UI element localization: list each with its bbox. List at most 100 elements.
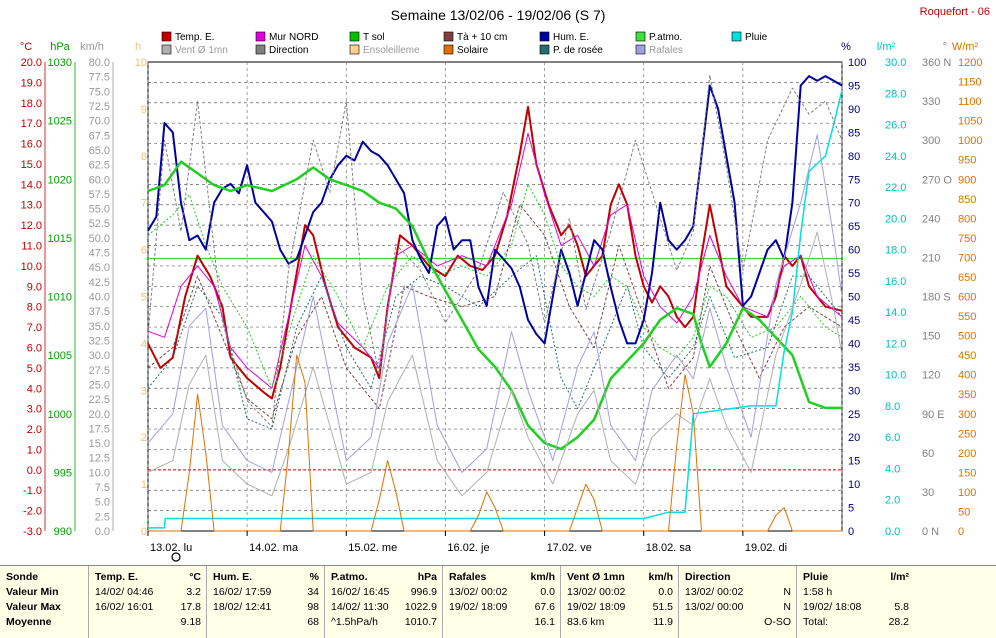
pct-axis-unit: %	[841, 41, 851, 53]
legend-swatch	[635, 31, 646, 42]
legend-swatch	[539, 31, 550, 42]
deg-tick-label: 90 E	[922, 409, 945, 421]
direction-row-value: O-SO	[764, 616, 791, 628]
hum-header: Hum. E.%	[213, 570, 319, 585]
mm-tick-label: 18.0	[885, 245, 906, 257]
legend-swatch	[161, 44, 172, 55]
series-line-p-de-ros-e	[147, 255, 843, 430]
legend-label: Mur NORD	[269, 32, 318, 43]
legend-label: P. de rosée	[553, 45, 603, 56]
kmh-tick-label: 57.5	[89, 189, 110, 201]
pct-tick-label: 80	[848, 151, 860, 163]
temp-tick-label: 8.0	[27, 302, 42, 314]
cursor-marker[interactable]	[171, 552, 181, 562]
h-tick-label: 9	[141, 104, 147, 116]
temp-tick-label: 9.0	[27, 281, 42, 293]
wm2-tick-label: 0	[958, 526, 964, 538]
temp-tick-label: 0.0	[27, 465, 42, 477]
rafales-row-value: 0.0	[540, 586, 555, 598]
col-vent: Vent Ø 1mn km/h 13/02/ 00:02 0.0 19/02/ 18:0…	[560, 566, 679, 638]
hpa-tick-label: 1025	[48, 116, 72, 128]
mm-tick-label: 2.0	[885, 495, 900, 507]
temp-tick-label: 13.0	[21, 200, 42, 212]
hum-unit: %	[309, 571, 319, 583]
pluie-row: 1:58 h	[803, 585, 909, 600]
kmh-tick-label: 2.5	[95, 511, 110, 523]
hpa-tick-label: 1020	[48, 174, 72, 186]
temp-tick-label: 18.0	[21, 98, 42, 110]
hum-title: Hum. E.	[213, 571, 253, 583]
temp-tick-label: 16.0	[21, 139, 42, 151]
temp-tick-label: 12.0	[21, 220, 42, 232]
patmo-row-value: 1010.7	[404, 616, 437, 628]
rafales-unit: km/h	[530, 571, 555, 583]
pluie-header: Pluie l/m²	[803, 570, 909, 585]
x-day-label: 18.02. sa	[646, 542, 692, 554]
x-day-label: 16.02. je	[447, 542, 489, 554]
rafales-row-label: 13/02/ 00:02	[449, 586, 508, 598]
temp-tick-label: -3.0	[23, 526, 42, 538]
kmh-tick-label: 75.0	[89, 86, 110, 98]
patmo-row-label: ^1.5hPa/h	[331, 616, 378, 628]
kmh-tick-label: 0.0	[95, 526, 110, 538]
legend-swatch	[539, 44, 550, 55]
series-line-hum-e-	[147, 75, 843, 345]
x-day-label: 15.02. me	[348, 542, 397, 554]
kmh-tick-label: 60.0	[89, 174, 110, 186]
kmh-tick-label: 62.5	[89, 160, 110, 172]
pct-tick-label: 85	[848, 127, 860, 139]
temp-tick-label: -2.0	[23, 506, 42, 518]
temp-row-value: 9.18	[180, 616, 201, 628]
legend-label: Solaire	[457, 45, 489, 56]
rafales-row: 13/02/ 00:02 0.0	[449, 585, 555, 600]
pct-tick-label: 25	[848, 409, 860, 421]
series-line-solaire	[148, 354, 842, 532]
patmo-row: 14/02/ 11:30 1022.9	[331, 600, 437, 615]
wm2-tick-label: 1000	[958, 135, 982, 147]
temp-header: Temp. E. °C	[95, 570, 201, 585]
h-tick-label: 0	[141, 526, 147, 538]
mm-tick-label: 6.0	[885, 432, 900, 444]
hum-row-label: 16/02/ 17:59	[213, 586, 272, 598]
hum-row-label: 18/02/ 12:41	[213, 601, 272, 613]
temp-row-label: 16/02/ 16:01	[95, 601, 154, 613]
mm-tick-label: 28.0	[885, 88, 906, 100]
series-line-mur-nord	[147, 132, 843, 389]
h-tick-label: 6	[141, 245, 147, 257]
legend-swatch	[255, 31, 266, 42]
rafales-row-value: 67.6	[534, 601, 555, 613]
series-line-direction	[147, 74, 843, 428]
patmo-row-label: 14/02/ 11:30	[331, 601, 389, 613]
series-line-rafales	[147, 134, 843, 473]
kmh-tick-label: 40.0	[89, 292, 110, 304]
temp-row: 9.18	[95, 615, 201, 630]
mm-tick-label: 16.0	[885, 276, 906, 288]
chart-title: Semaine 13/02/06 - 19/02/06 (S 7)	[391, 7, 606, 23]
pct-tick-label: 35	[848, 362, 860, 374]
hum-row-value: 98	[307, 601, 319, 613]
temp-tick-label: 14.0	[21, 179, 42, 191]
deg-tick-label: 120	[922, 370, 940, 382]
wm2-tick-label: 1200	[958, 57, 982, 69]
series-line-t-10-cm	[147, 204, 843, 420]
pct-tick-label: 90	[848, 104, 860, 116]
wm2-tick-label: 400	[958, 370, 976, 382]
temp-tick-label: 20.0	[21, 57, 42, 69]
series-group	[147, 74, 843, 532]
h-tick-label: 10	[135, 57, 147, 69]
temp-tick-label: 17.0	[21, 118, 42, 130]
hum-row-value: 34	[307, 586, 319, 598]
pct-tick-label: 10	[848, 479, 860, 491]
rafales-title: Rafales	[449, 571, 487, 583]
kmh-tick-label: 30.0	[89, 350, 110, 362]
rafales-row-label: 19/02/ 18:09	[449, 601, 508, 613]
pct-tick-label: 70	[848, 198, 860, 210]
hpa-tick-label: 1015	[48, 233, 72, 245]
col-direction: Direction 13/02/ 00:02 N 13/02/ 00:00 N O-SO	[678, 566, 797, 638]
patmo-row: ^1.5hPa/h 1010.7	[331, 615, 437, 630]
legend-swatch	[161, 31, 172, 42]
kmh-tick-label: 65.0	[89, 145, 110, 157]
pluie-row-label: Total:	[803, 616, 829, 628]
kmh-tick-label: 27.5	[89, 365, 110, 377]
temp-tick-label: 2.0	[27, 424, 42, 436]
